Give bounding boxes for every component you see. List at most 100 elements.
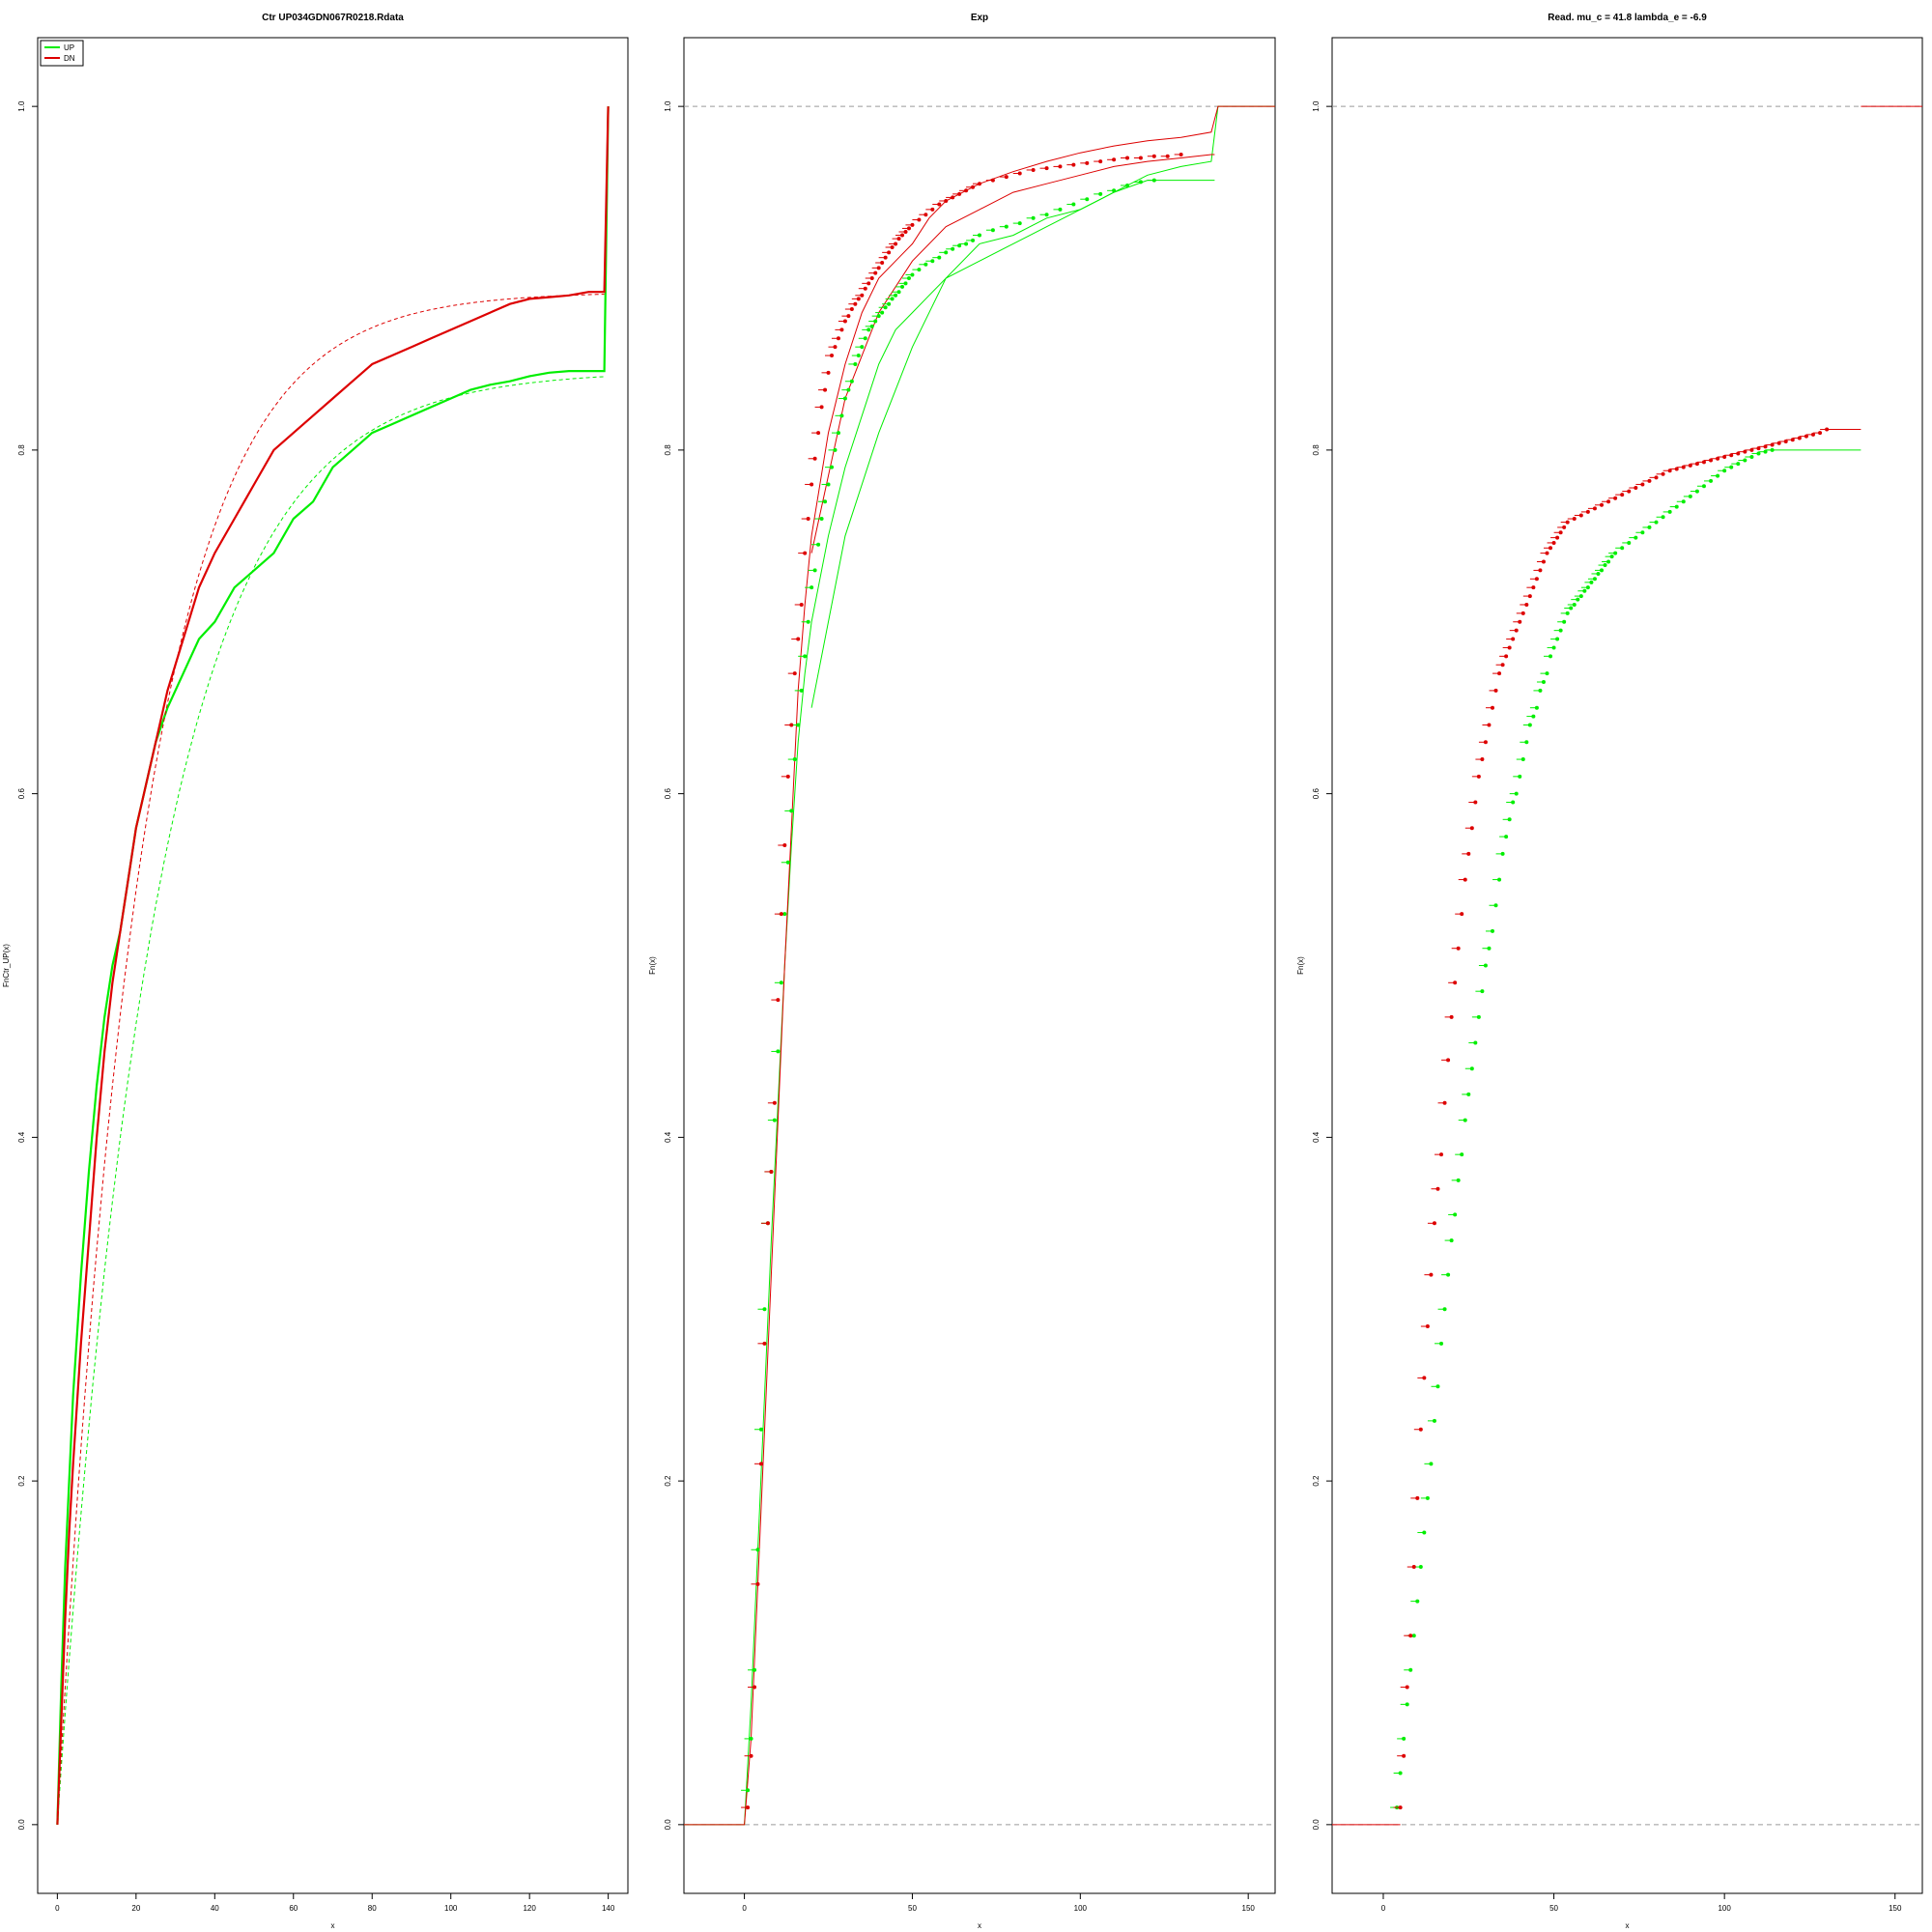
x-tick-label: 50 (908, 1904, 917, 1913)
data-point (903, 281, 908, 286)
data-point (1770, 442, 1775, 447)
data-point (836, 336, 840, 341)
data-point (816, 431, 821, 436)
x-axis-label: x (1626, 1921, 1630, 1930)
data-point (799, 688, 804, 693)
data-point (846, 387, 851, 392)
data-point (796, 637, 801, 641)
data-point (1749, 455, 1754, 460)
data-point (978, 182, 981, 186)
data-point (812, 568, 817, 573)
data-point (1511, 800, 1516, 805)
data-point (812, 456, 817, 461)
data-point (1609, 554, 1614, 559)
data-point (1442, 1307, 1447, 1312)
data-point (806, 619, 810, 624)
data-point (860, 345, 865, 350)
data-point (753, 1685, 757, 1690)
data-point (826, 482, 831, 487)
data-point (1490, 705, 1494, 710)
data-point (1541, 559, 1546, 564)
data-point (1439, 1152, 1444, 1157)
series-line-up-lower (810, 180, 1215, 708)
data-point (1469, 826, 1474, 831)
data-point (1446, 1058, 1451, 1063)
data-point (1408, 1634, 1413, 1638)
data-point (1504, 835, 1509, 839)
data-point (890, 297, 895, 301)
data-point (1743, 449, 1747, 454)
data-point (1487, 946, 1492, 951)
data-point (1058, 164, 1063, 169)
data-point (1004, 224, 1009, 229)
data-point (1804, 434, 1808, 439)
data-point (779, 912, 783, 917)
data-point (900, 284, 905, 289)
data-point (1398, 1805, 1403, 1810)
data-point (1408, 1667, 1413, 1672)
data-point (746, 1805, 751, 1810)
data-point (1600, 568, 1605, 573)
data-point (1507, 645, 1512, 650)
data-point (887, 301, 892, 306)
data-point (883, 305, 888, 310)
data-point (1709, 458, 1714, 463)
data-point (1701, 460, 1706, 465)
data-point (944, 198, 949, 203)
y-tick-label: 0.2 (17, 1475, 26, 1487)
data-point (1555, 535, 1560, 540)
data-point (1449, 1014, 1454, 1019)
data-point (1480, 989, 1485, 994)
y-axis-label: FnCtr_UP(x) (2, 944, 11, 987)
data-point (1425, 1324, 1430, 1329)
data-point (758, 1462, 763, 1466)
y-tick-label: 1.0 (1312, 100, 1321, 112)
series-line-up (56, 106, 610, 1825)
data-point (1592, 577, 1597, 582)
data-point (1418, 1427, 1423, 1432)
data-point (1627, 540, 1632, 545)
data-point (830, 354, 834, 358)
data-point (1640, 482, 1645, 487)
data-point (1531, 585, 1536, 590)
y-tick-label: 0.6 (17, 788, 26, 800)
data-point (806, 517, 810, 522)
data-point (810, 585, 814, 590)
data-point (1551, 645, 1556, 650)
data-point (1435, 1186, 1440, 1191)
data-point (839, 413, 844, 418)
data-point (1589, 580, 1594, 584)
data-point (1736, 462, 1741, 467)
data-point (1756, 451, 1761, 456)
y-tick-label: 0.8 (1312, 444, 1321, 456)
plot-frame (1331, 37, 1923, 1894)
points-up (1390, 447, 1775, 1810)
data-point (1044, 166, 1049, 171)
data-point (1469, 1066, 1474, 1071)
x-axis-label: x (978, 1921, 981, 1930)
data-point (1776, 440, 1781, 445)
data-point (1818, 431, 1823, 436)
data-point (1716, 473, 1720, 478)
data-point (930, 207, 935, 212)
data-point (1770, 447, 1775, 452)
data-point (867, 281, 871, 286)
data-point (1722, 469, 1727, 473)
data-point (1667, 469, 1672, 473)
data-point (765, 1221, 770, 1226)
data-point (1613, 551, 1618, 555)
data-point (1125, 183, 1129, 187)
data-point (1749, 447, 1754, 452)
data-point (799, 602, 804, 607)
y-axis-label: Fn(x) (1296, 956, 1305, 975)
data-point (856, 297, 861, 301)
data-point (782, 912, 787, 917)
data-point (1435, 1384, 1440, 1389)
plot-area (56, 106, 610, 1825)
data-point (842, 396, 847, 401)
data-point (1429, 1272, 1434, 1277)
data-point (789, 809, 794, 813)
data-point (1432, 1418, 1436, 1423)
data-point (869, 324, 874, 328)
x-tick-label: 80 (368, 1904, 377, 1913)
